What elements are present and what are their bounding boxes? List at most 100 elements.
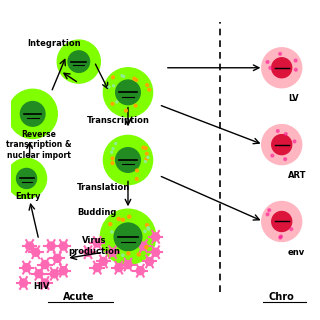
Text: HIV: HIV	[34, 282, 50, 291]
Text: LV: LV	[288, 94, 299, 103]
Circle shape	[111, 151, 113, 153]
Circle shape	[262, 48, 302, 88]
Circle shape	[262, 202, 302, 242]
Circle shape	[148, 88, 151, 91]
Circle shape	[111, 157, 114, 160]
Circle shape	[140, 242, 148, 250]
Circle shape	[279, 236, 282, 239]
Circle shape	[145, 157, 148, 160]
Circle shape	[279, 52, 282, 55]
Text: Integration: Integration	[28, 39, 81, 48]
Circle shape	[134, 104, 137, 107]
Circle shape	[148, 228, 150, 230]
Circle shape	[108, 86, 110, 88]
Circle shape	[68, 51, 90, 72]
Circle shape	[147, 227, 149, 229]
Circle shape	[47, 242, 55, 250]
Circle shape	[116, 101, 118, 103]
Circle shape	[93, 264, 101, 272]
Circle shape	[111, 231, 113, 233]
Circle shape	[272, 135, 292, 155]
Circle shape	[290, 228, 293, 230]
Circle shape	[116, 148, 140, 172]
Circle shape	[136, 169, 138, 172]
Circle shape	[103, 68, 153, 117]
Circle shape	[53, 254, 61, 262]
Circle shape	[268, 209, 271, 212]
Circle shape	[60, 267, 68, 275]
Circle shape	[142, 146, 145, 149]
Circle shape	[133, 77, 136, 80]
Circle shape	[115, 264, 123, 272]
Circle shape	[6, 158, 46, 198]
Circle shape	[115, 142, 117, 145]
Circle shape	[144, 230, 146, 233]
Circle shape	[112, 76, 114, 79]
Text: ART: ART	[288, 171, 306, 180]
Circle shape	[127, 252, 130, 255]
Circle shape	[146, 258, 154, 266]
Circle shape	[17, 168, 36, 188]
Circle shape	[145, 246, 148, 249]
Circle shape	[152, 233, 160, 241]
Circle shape	[8, 89, 57, 139]
Circle shape	[109, 223, 112, 226]
Circle shape	[145, 152, 148, 155]
Text: env: env	[288, 248, 305, 257]
Circle shape	[100, 258, 108, 266]
Circle shape	[20, 279, 28, 287]
Circle shape	[32, 248, 40, 256]
Circle shape	[100, 209, 156, 265]
Circle shape	[22, 264, 30, 272]
Text: Translation: Translation	[77, 183, 130, 192]
Circle shape	[57, 40, 100, 83]
Circle shape	[284, 158, 286, 161]
Circle shape	[103, 135, 153, 185]
Circle shape	[271, 154, 274, 157]
Circle shape	[137, 253, 140, 256]
Text: Acute: Acute	[63, 292, 94, 302]
Circle shape	[124, 260, 132, 268]
Text: Transcription: Transcription	[87, 116, 150, 124]
Circle shape	[111, 102, 114, 105]
Circle shape	[41, 279, 49, 287]
Circle shape	[276, 130, 279, 132]
Circle shape	[121, 218, 124, 221]
Circle shape	[35, 270, 43, 278]
Circle shape	[294, 68, 297, 71]
Circle shape	[272, 58, 292, 78]
Circle shape	[146, 84, 148, 86]
Circle shape	[114, 223, 142, 251]
Circle shape	[108, 248, 116, 256]
Circle shape	[93, 239, 101, 247]
Circle shape	[266, 60, 269, 63]
Circle shape	[280, 235, 282, 238]
Circle shape	[112, 148, 114, 150]
Circle shape	[123, 76, 125, 77]
Circle shape	[262, 125, 302, 164]
Text: Chro: Chro	[269, 292, 295, 302]
Circle shape	[116, 80, 140, 105]
Text: Entry: Entry	[15, 192, 41, 201]
Circle shape	[269, 67, 272, 69]
Circle shape	[20, 101, 45, 126]
Text: Virus
production: Virus production	[68, 236, 120, 256]
Circle shape	[145, 147, 147, 149]
Circle shape	[50, 270, 58, 278]
Circle shape	[122, 254, 124, 256]
Circle shape	[41, 260, 49, 268]
Circle shape	[266, 213, 269, 216]
Circle shape	[152, 248, 160, 256]
Circle shape	[272, 212, 292, 231]
Text: Reverse
transcription &
nuclear import: Reverse transcription & nuclear import	[6, 130, 72, 160]
Circle shape	[294, 59, 297, 62]
Circle shape	[60, 242, 68, 250]
Circle shape	[145, 161, 147, 163]
Circle shape	[26, 242, 34, 250]
Circle shape	[146, 224, 148, 227]
Circle shape	[284, 132, 287, 135]
Circle shape	[84, 248, 92, 256]
Circle shape	[117, 218, 120, 220]
Circle shape	[113, 85, 115, 87]
Circle shape	[293, 140, 296, 143]
